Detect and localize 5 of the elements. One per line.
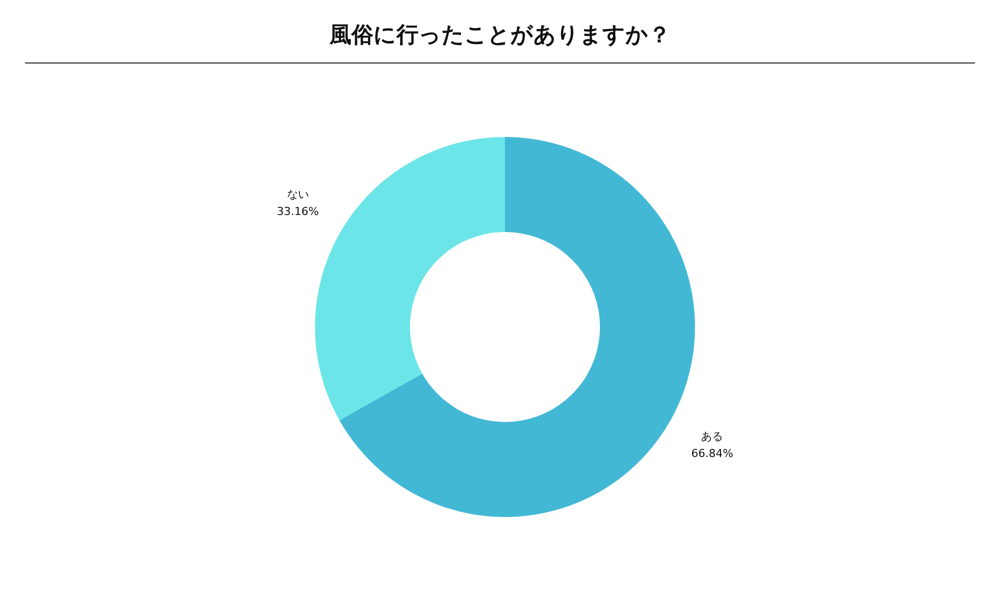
slice-label: ない	[286, 188, 309, 201]
chart-title: 風俗に行ったことがありますか？	[328, 23, 670, 48]
data-label: 66.84%	[691, 447, 734, 460]
data-label: 33.16%	[276, 204, 319, 218]
slice-label: ある	[701, 430, 724, 444]
